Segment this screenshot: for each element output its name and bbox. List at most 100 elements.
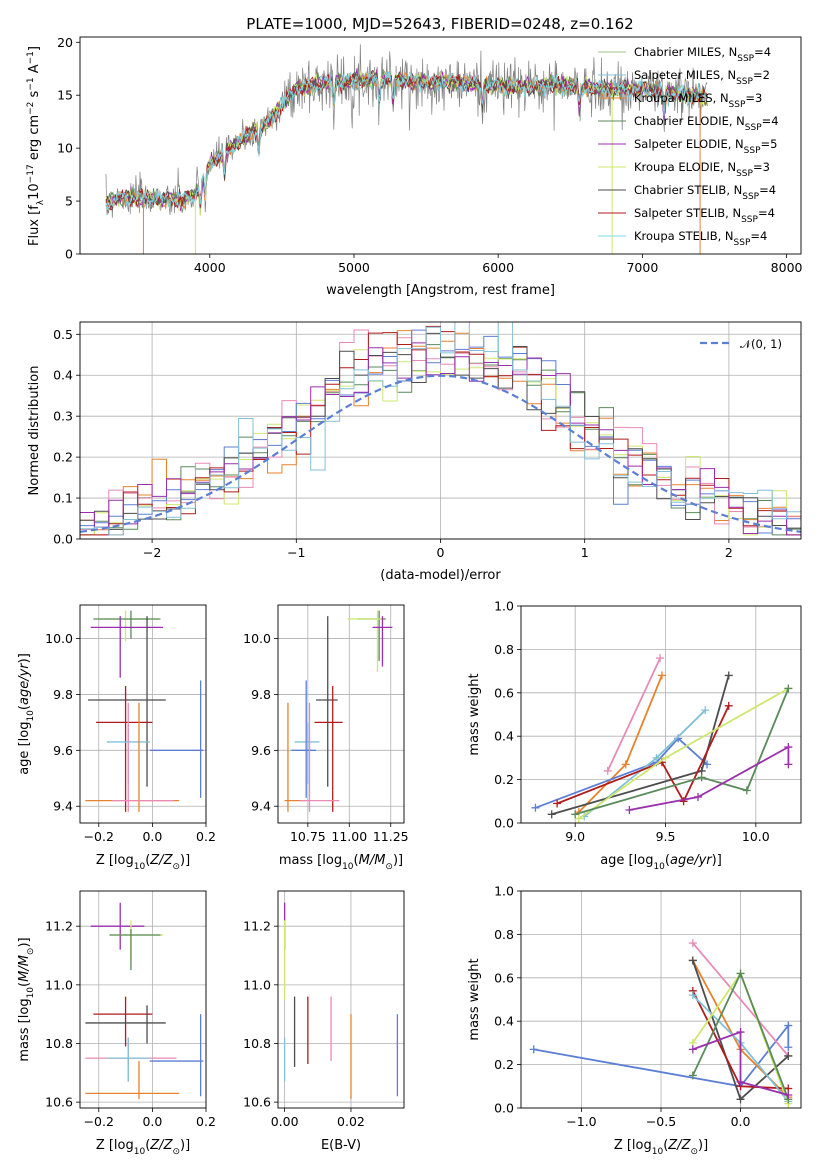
- age-vs-Z-ytick-label: 10.0: [45, 631, 73, 646]
- spectrum-plot-area: [105, 44, 708, 254]
- spectrum-ylabel-part: s: [27, 90, 42, 101]
- residuals-ytick-label: 0.2: [53, 450, 73, 465]
- residuals-xtick-label: 1: [581, 545, 589, 560]
- spectrum-legend-label-part: SSP: [744, 146, 761, 156]
- mass-weight-vs-age-series-line: [606, 657, 661, 772]
- mass-weight-vs-Z-xlabel-part: ⊙: [690, 1147, 698, 1157]
- spectrum-xtick-label: 7000: [626, 260, 658, 275]
- mass-weight-vs-Z-frame: [520, 890, 802, 1109]
- mass-weight-vs-Z-ylabel: mass weight: [467, 958, 482, 1040]
- residuals-xtick-label: 0: [437, 545, 445, 560]
- mass-vs-Z-ytick-label: 10.6: [45, 1095, 73, 1110]
- spectrum-legend-label-part: Chabrier MILES, N: [634, 45, 737, 59]
- mass-weight-vs-age-ytick-label: 0.6: [494, 685, 514, 700]
- spectrum-legend-label-part: =4: [762, 114, 779, 128]
- spectrum-legend-label: Salpeter MILES, NSSP=2: [634, 68, 770, 87]
- mass-weight-vs-Z-point-marker: [688, 939, 697, 948]
- spectrum-legend-label-part: =4: [759, 183, 776, 197]
- mass-weight-vs-age-ytick-label: 0.0: [494, 816, 514, 831]
- age-vs-Z-ylabel-part: age [log: [17, 722, 32, 775]
- mass-weight-vs-age-ytick-label: 1.0: [494, 599, 514, 614]
- mass-vs-EBV-ytick-label: 11.2: [243, 919, 271, 934]
- mass-weight-vs-Z-point-marker: [688, 1071, 697, 1080]
- mass-weight-vs-Z-grid: [521, 890, 801, 1109]
- mass-weight-vs-Z-point-marker: [736, 1028, 745, 1037]
- mass-weight-vs-Z-xtick-label: 0.0: [731, 1114, 751, 1129]
- mass-weight-vs-Z-xlabel-part: 10: [652, 1147, 664, 1157]
- mass-weight-vs-Z-series-line: [692, 942, 789, 1057]
- mass-weight-vs-age-grid: [521, 605, 801, 824]
- mass-vs-Z-xlabel-part: Z/Z: [149, 1138, 173, 1153]
- mass-weight-vs-age-point-marker: [724, 671, 733, 680]
- spectrum-ylabel-part: A: [27, 64, 42, 77]
- spectrum-ylabel-part: λ: [36, 199, 46, 205]
- age-vs-mass-ytick-label: 9.4: [251, 799, 271, 814]
- mass-vs-Z-xlabel-part: ⊙: [172, 1147, 180, 1157]
- age-vs-Z-xlabel-part: ⊙: [172, 862, 180, 872]
- mass-weight-vs-Z-xlabel-part: Z [log: [614, 1138, 652, 1153]
- spectrum-legend-label-part: SSP: [729, 100, 746, 110]
- spectrum-ylabel-part: ]: [27, 46, 42, 51]
- spectrum-legend-label-part: =5: [761, 137, 778, 151]
- mass-vs-EBV-grid: [278, 891, 404, 1108]
- mass-weight-vs-Z-point-marker: [784, 1051, 793, 1060]
- spectrum-legend-label-part: Salpeter STELIB, N: [634, 206, 741, 220]
- spectrum-legend-label-part: Kroupa STELIB, N: [634, 229, 734, 243]
- spectrum-legend-label: Kroupa MILES, NSSP=3: [634, 91, 762, 110]
- age-vs-Z-ytick-label: 9.6: [53, 743, 73, 758]
- mass-vs-Z-frame: [79, 890, 207, 1109]
- spectrum-legend-label-part: =3: [745, 91, 762, 105]
- mass-weight-vs-Z-point-marker: [688, 991, 697, 1000]
- mass-vs-Z-ytick-label: 11.2: [45, 919, 73, 934]
- spectrum-legend-label: Salpeter ELODIE, NSSP=5: [634, 137, 777, 156]
- residuals-histogram: [80, 342, 801, 536]
- spectrum-legend-label: Chabrier ELODIE, NSSP=4: [634, 114, 779, 133]
- spectrum-ylabel-part: −17: [26, 164, 36, 183]
- mass-weight-vs-Z-ytick-label: 0.0: [494, 1101, 514, 1116]
- spectrum-legend-label-part: =4: [750, 229, 767, 243]
- age-vs-mass-grid: [278, 605, 404, 823]
- age-vs-mass-plot-area: [284, 610, 393, 812]
- mass-weight-vs-age-series-line: [574, 688, 790, 816]
- spectrum-legend-label-part: =4: [754, 45, 771, 59]
- mass-weight-vs-age-point-marker: [697, 773, 706, 782]
- age-vs-Z-xlabel-part: Z/Z: [149, 853, 173, 868]
- residuals-xtick-label: −2: [143, 545, 161, 560]
- spectrum-legend-label-part: Chabrier STELIB, N: [634, 183, 742, 197]
- mass-weight-vs-age-ytick-label: 0.8: [494, 642, 514, 657]
- mass-vs-Z-ylabel-part: mass [log: [17, 998, 32, 1061]
- mass-weight-vs-age-xlabel-part: age [log: [600, 853, 653, 868]
- spectrum-legend-label-part: SSP: [734, 238, 751, 248]
- residuals-ytick-label: 0.3: [53, 409, 73, 424]
- mass-vs-EBV-frame: [277, 890, 405, 1109]
- spectrum-ylabel: Flux [fλ10−17 erg cm−2 s−1 A−1]: [26, 46, 46, 246]
- residuals-ylabel: Normed distribution: [27, 366, 42, 496]
- mass-weight-vs-age-xlabel-part: (: [665, 853, 670, 868]
- mass-weight-vs-Z-ytick-label: 0.4: [494, 1014, 514, 1029]
- residuals-ytick-label: 0.5: [53, 327, 73, 342]
- mass-vs-Z-ylabel-part: ⊙: [26, 948, 36, 956]
- spectrum-legend-label: Kroupa STELIB, NSSP=4: [634, 229, 767, 248]
- spectrum-legend-label-part: SSP: [742, 192, 759, 202]
- mass-weight-vs-Z-series-line: [692, 1030, 789, 1096]
- age-vs-Z-xtick-label: 0.2: [196, 829, 216, 844]
- age-vs-Z-xlabel-part: )]: [180, 853, 190, 868]
- mass-weight-vs-age-series-line: [556, 705, 730, 805]
- spectrum-ytick-label: 10: [57, 141, 73, 156]
- mass-weight-vs-Z-point-marker: [736, 1095, 745, 1104]
- mass-weight-vs-age-ytick-label: 0.2: [494, 772, 514, 787]
- spectrum-legend-label: Kroupa ELODIE, NSSP=3: [634, 160, 770, 179]
- residuals-ytick-label: 0.1: [53, 491, 73, 506]
- mass-vs-Z-ylabel: mass [log10(M/M⊙)]: [17, 937, 36, 1061]
- mass-weight-vs-age-point-marker: [784, 760, 793, 769]
- spectrum-ylabel-part: Flux [f: [27, 205, 42, 246]
- spectrum-ytick-label: 0: [65, 247, 73, 262]
- mass-weight-vs-age-point-marker: [784, 684, 793, 693]
- spectrum-xtick-label: 5000: [338, 260, 370, 275]
- spectrum-xtick-label: 6000: [482, 260, 514, 275]
- age-vs-Z-xtick-label: 0.0: [142, 829, 162, 844]
- mass-vs-Z-ylabel-part: M/M: [17, 955, 32, 982]
- mass-vs-EBV-ytick-label: 10.8: [243, 1036, 271, 1051]
- residuals-gaussian-curve: [80, 374, 801, 533]
